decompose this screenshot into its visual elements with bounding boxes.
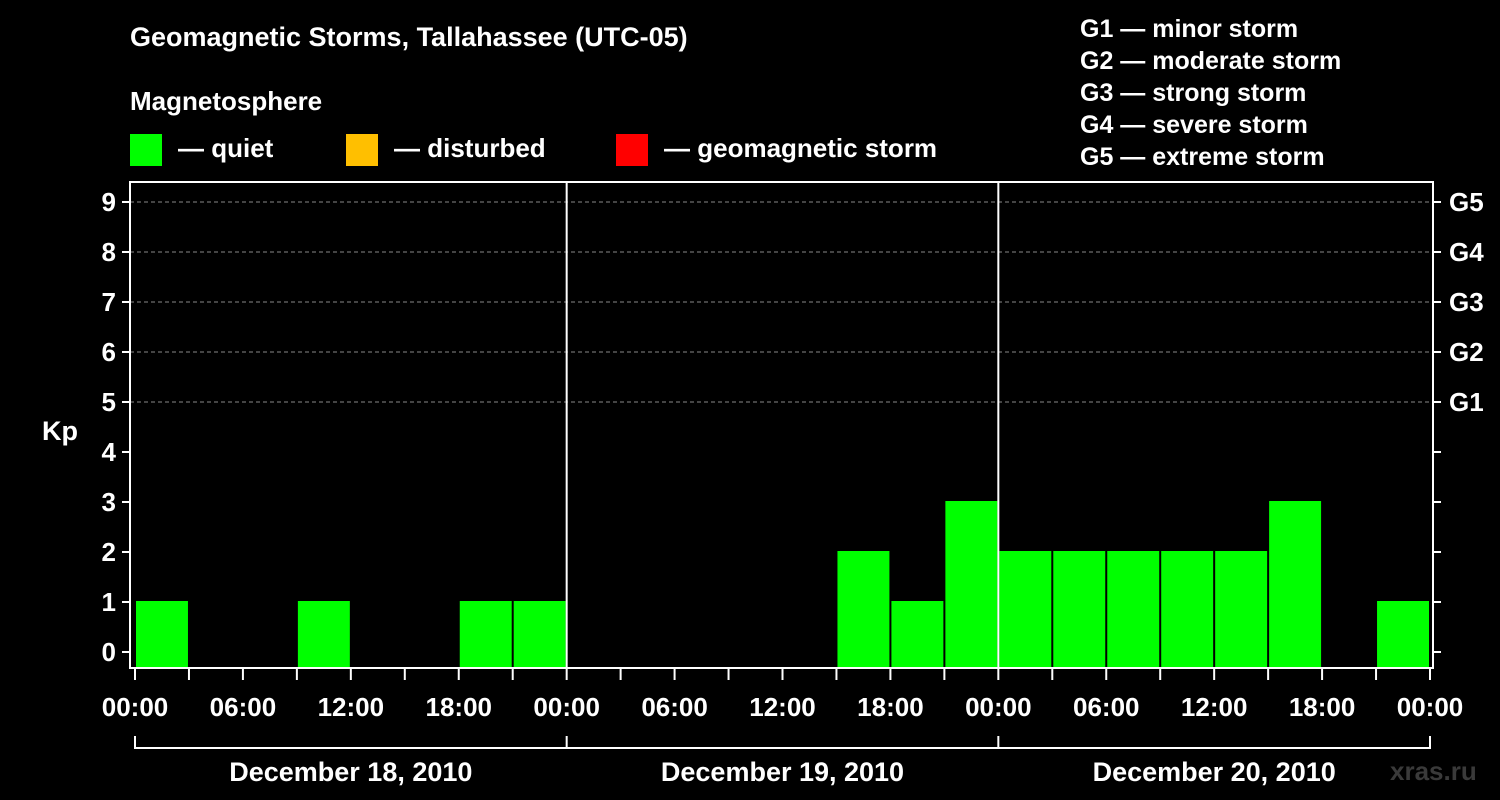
x-tick-label: 06:00	[210, 692, 277, 722]
x-tick-label: 18:00	[426, 692, 493, 722]
kp-bar	[1161, 551, 1214, 668]
kp-bar	[513, 601, 566, 668]
g-scale-tick-label: G2	[1449, 337, 1484, 367]
y-tick-label: 4	[102, 437, 117, 467]
kp-bar	[1377, 601, 1429, 668]
kp-bar	[1053, 551, 1106, 668]
magnetosphere-label: Magnetosphere	[130, 86, 323, 116]
y-axis-label: Kp	[42, 416, 78, 446]
legend-swatch-quiet	[130, 134, 162, 166]
kp-bar	[1269, 501, 1322, 668]
g-scale-g1: G1 — minor storm	[1080, 15, 1299, 43]
day-label: December 18, 2010	[229, 757, 472, 787]
x-tick-label: 18:00	[1289, 692, 1356, 722]
y-tick-label: 7	[102, 287, 116, 317]
g-scale-tick-label: G4	[1449, 237, 1484, 267]
y-tick-label: 8	[102, 237, 116, 267]
legend-label-storm: — geomagnetic storm	[664, 133, 938, 163]
g-scale-tick-label: G1	[1449, 387, 1484, 417]
kp-bar	[837, 551, 890, 668]
y-tick-label: 9	[102, 187, 116, 217]
y-tick-label: 3	[102, 487, 116, 517]
x-tick-label: 12:00	[749, 692, 816, 722]
x-tick-label: 06:00	[1073, 692, 1140, 722]
kp-bar	[1215, 551, 1268, 668]
legend-label-disturbed: — disturbed	[394, 133, 546, 163]
kp-bar	[945, 501, 998, 668]
x-tick-label: 00:00	[1397, 692, 1464, 722]
g-scale-tick-label: G5	[1449, 187, 1484, 217]
kp-bar	[891, 601, 944, 668]
g-scale-g4: G4 — severe storm	[1080, 111, 1308, 139]
y-tick-label: 0	[102, 637, 116, 667]
legend-swatch-storm	[616, 134, 648, 166]
x-tick-label: 12:00	[1181, 692, 1248, 722]
watermark: xras.ru	[1390, 756, 1477, 786]
day-label: December 19, 2010	[661, 757, 904, 787]
x-tick-label: 12:00	[318, 692, 385, 722]
kp-bar	[999, 551, 1052, 668]
x-tick-label: 18:00	[857, 692, 924, 722]
kp-bar	[459, 601, 512, 668]
g-scale-g5: G5 — extreme storm	[1080, 143, 1325, 171]
g-scale-g2: G2 — moderate storm	[1080, 47, 1342, 75]
chart-title: Geomagnetic Storms, Tallahassee (UTC-05)	[130, 22, 688, 52]
g-scale-g3: G3 — strong storm	[1080, 79, 1307, 107]
day-label: December 20, 2010	[1093, 757, 1336, 787]
x-tick-label: 00:00	[102, 692, 169, 722]
legend-label-quiet: — quiet	[178, 133, 274, 163]
kp-bar	[136, 601, 188, 668]
legend-swatch-disturbed	[346, 134, 378, 166]
kp-bar	[1107, 551, 1160, 668]
y-tick-label: 2	[102, 537, 116, 567]
y-tick-label: 6	[102, 337, 116, 367]
kp-bar	[297, 601, 350, 668]
x-tick-label: 06:00	[641, 692, 708, 722]
y-tick-label: 5	[102, 387, 116, 417]
x-tick-label: 00:00	[533, 692, 600, 722]
y-tick-label: 1	[102, 587, 116, 617]
x-tick-label: 00:00	[965, 692, 1032, 722]
g-scale-tick-label: G3	[1449, 287, 1484, 317]
